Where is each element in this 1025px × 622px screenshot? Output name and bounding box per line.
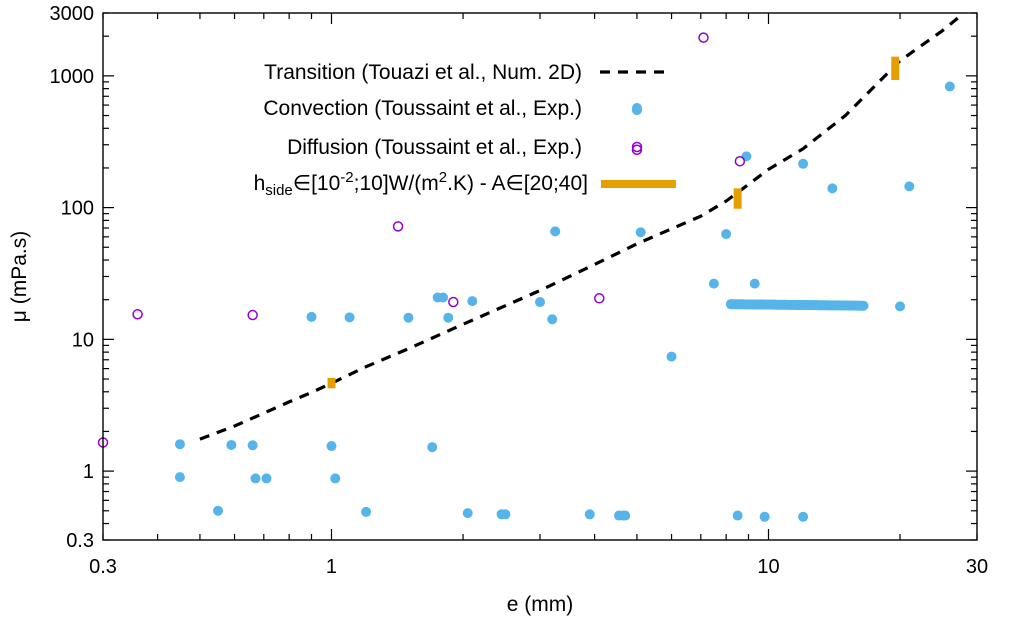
convection-point <box>708 278 719 289</box>
convection-point <box>247 440 258 451</box>
convection-point <box>462 508 473 519</box>
x-tick-label: 0.3 <box>89 556 117 578</box>
legend-swatch-convection <box>632 103 642 113</box>
convection-point <box>827 183 838 194</box>
convection-point <box>798 158 809 169</box>
convection-point <box>326 441 337 452</box>
diffusion-point <box>247 309 258 321</box>
legend-hside-sup2: 2 <box>439 169 447 186</box>
convection-point <box>547 314 558 325</box>
diffusion-point <box>698 32 709 43</box>
convection-point <box>443 312 454 323</box>
y-tick-label: 10 <box>72 329 94 351</box>
diffusion-point <box>594 293 605 304</box>
x-tick-label: 10 <box>757 556 779 578</box>
convection-point <box>438 292 449 303</box>
legend-hside-mid: ∈[10 <box>293 172 341 195</box>
legend-hside-sup1: -2 <box>340 169 353 186</box>
y-tick-label: 1 <box>83 461 94 483</box>
convection-point <box>261 473 272 484</box>
y-tick-label: 100 <box>61 198 94 220</box>
legend-label-diffusion: Diffusion (Toussaint et al., Exp.) <box>287 136 582 159</box>
convection-point <box>550 226 561 237</box>
convection-point <box>500 509 511 520</box>
legend-swatch-diffusion <box>631 141 643 153</box>
x-tick-label: 1 <box>326 556 337 578</box>
convection-point <box>732 510 743 521</box>
convection-point <box>174 439 185 450</box>
convection-point <box>250 473 261 484</box>
legend-hside-sub: side <box>265 182 293 199</box>
axes-layer: 0.3 1 10 30 0.3 1 10 100 1000 3000 e (mm) μ (mPa.s) <box>8 3 988 616</box>
x-axis-label: e (mm) <box>507 593 574 616</box>
convection-point <box>666 351 677 362</box>
convection-point <box>344 312 355 323</box>
convection-point <box>403 312 414 323</box>
convection-point <box>174 472 185 483</box>
legend: Transition (Touazi et al., Num. 2D) Conv… <box>254 61 676 199</box>
diffusion-point <box>132 309 143 320</box>
convection-point <box>759 511 770 522</box>
convection-point <box>427 442 438 453</box>
convection-point <box>798 511 809 522</box>
convection-point <box>895 301 906 312</box>
transition-line <box>199 11 965 441</box>
convection-point <box>306 311 317 322</box>
legend-hside-end: .K) - A∈[20;40] <box>447 172 588 195</box>
convection-point <box>330 473 341 484</box>
legend-hside-mid2: ;10]W/(m <box>354 172 439 195</box>
diffusion-point <box>392 221 404 232</box>
convection-point <box>584 509 595 520</box>
convection-point <box>741 151 752 162</box>
convection-point <box>361 506 372 517</box>
legend-hside-h: h <box>254 172 266 195</box>
convection-point <box>620 510 631 521</box>
convection-point <box>904 181 915 192</box>
convection-point <box>535 297 545 308</box>
diffusion-point <box>734 155 746 167</box>
convection-point <box>944 81 955 92</box>
convection-band-point <box>858 300 869 311</box>
convection-point <box>226 439 237 450</box>
convection-point <box>467 296 478 307</box>
convection-point <box>635 227 646 238</box>
y-tick-label: 1000 <box>50 66 95 88</box>
x-tick-label: 30 <box>966 556 988 578</box>
series-layer <box>97 11 965 522</box>
y-tick-label: 0.3 <box>66 530 94 552</box>
convection-point <box>213 505 224 516</box>
plot-frame <box>102 12 978 541</box>
convection-point <box>721 229 732 240</box>
convection-point <box>749 278 760 289</box>
diffusion-point <box>448 296 459 308</box>
y-axis-label: μ (mPa.s) <box>8 231 31 322</box>
legend-label-hside: hside∈[10-2;10]W/(m2.K) - A∈[20;40] <box>254 169 588 199</box>
legend-label-convection: Convection (Toussaint et al., Exp.) <box>263 97 582 120</box>
legend-label-transition: Transition (Touazi et al., Num. 2D) <box>264 61 582 84</box>
y-tick-label: 3000 <box>50 3 95 25</box>
